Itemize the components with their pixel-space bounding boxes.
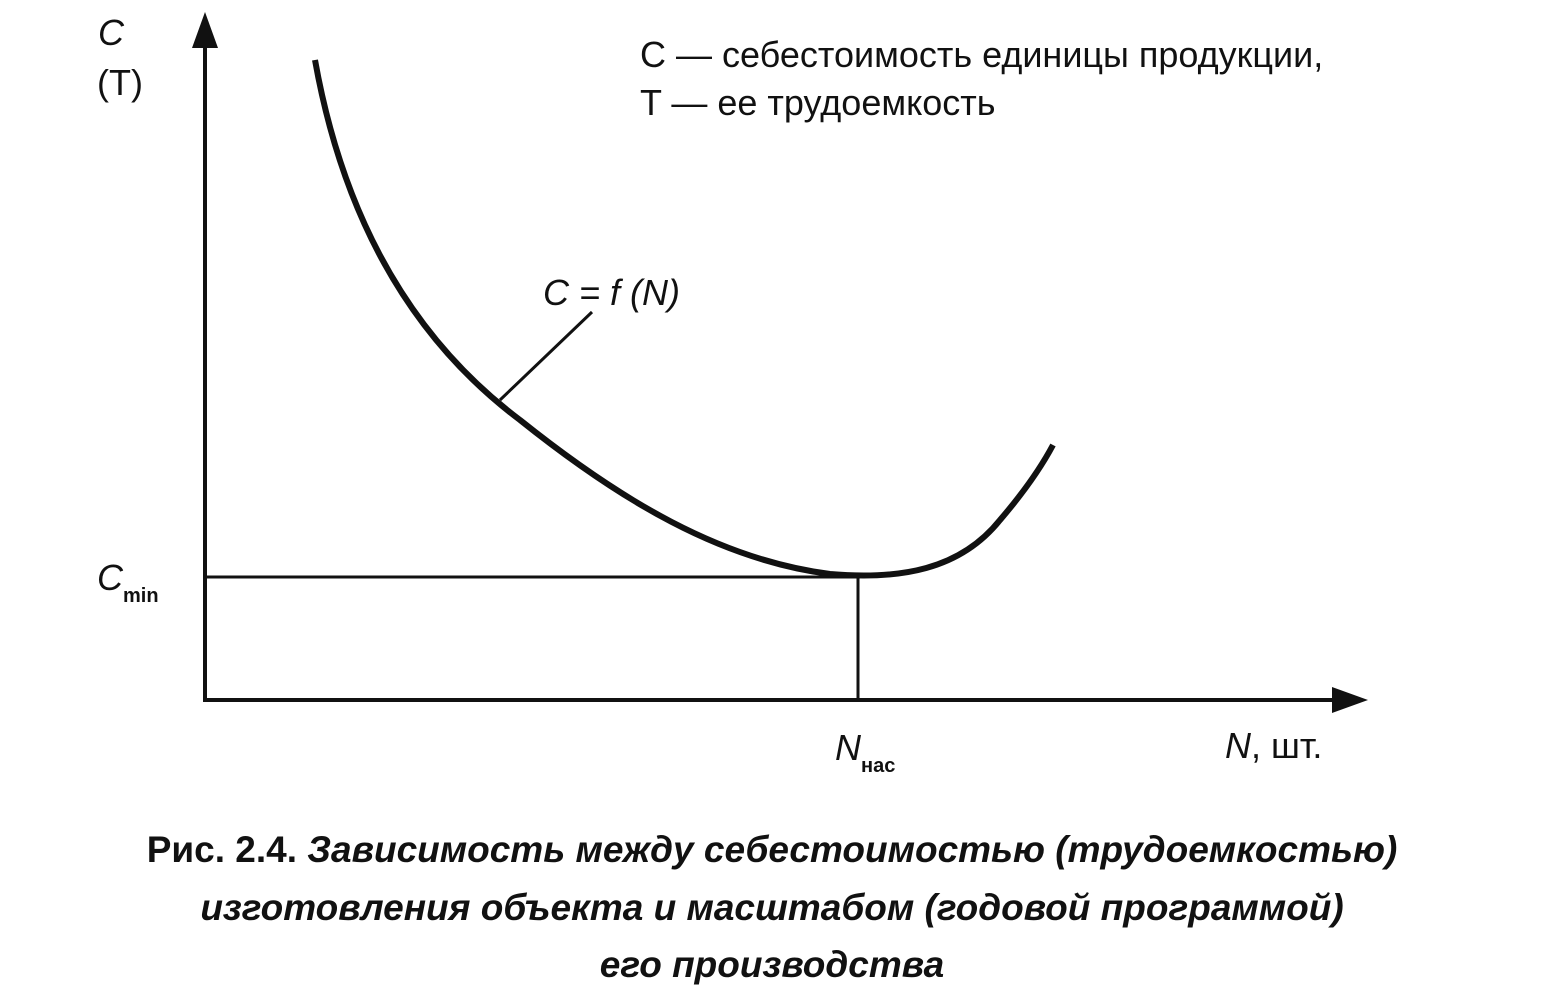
- x-axis-unit: , шт.: [1251, 725, 1322, 766]
- caption-text: Зависимость между себестоимостью (трудое…: [307, 829, 1397, 870]
- curve-leader: [498, 310, 594, 402]
- caption-number: Рис. 2.4.: [147, 829, 297, 870]
- c-min-symbol: C: [97, 557, 124, 598]
- caption-line: изготовления объекта и масштабом (годово…: [200, 887, 1343, 928]
- curve-label: C = f (N): [543, 272, 680, 313]
- legend-line: C — себестоимость единицы продукции,: [640, 34, 1323, 75]
- c-min-label: Cmin: [97, 557, 159, 607]
- y-axis-label-alt: (T): [97, 62, 143, 103]
- legend-line: T — ее трудоемкость: [640, 82, 996, 123]
- y-axis-label: C: [98, 12, 125, 53]
- y-axis-arrow: [192, 12, 218, 48]
- caption-line: его производства: [600, 944, 944, 985]
- cost-curve: [312, 59, 1056, 579]
- caption-line: Рис. 2.4. Зависимость между себестоимост…: [147, 829, 1398, 870]
- x-axis-arrow: [1332, 687, 1368, 713]
- n-sat-subscript: нас: [861, 755, 895, 777]
- x-axis-label: N, шт.: [1225, 725, 1322, 766]
- n-sat-label: Nнас: [835, 727, 895, 777]
- x-axis-variable: N: [1225, 725, 1252, 766]
- n-sat-symbol: N: [835, 727, 862, 768]
- c-min-subscript: min: [123, 585, 159, 607]
